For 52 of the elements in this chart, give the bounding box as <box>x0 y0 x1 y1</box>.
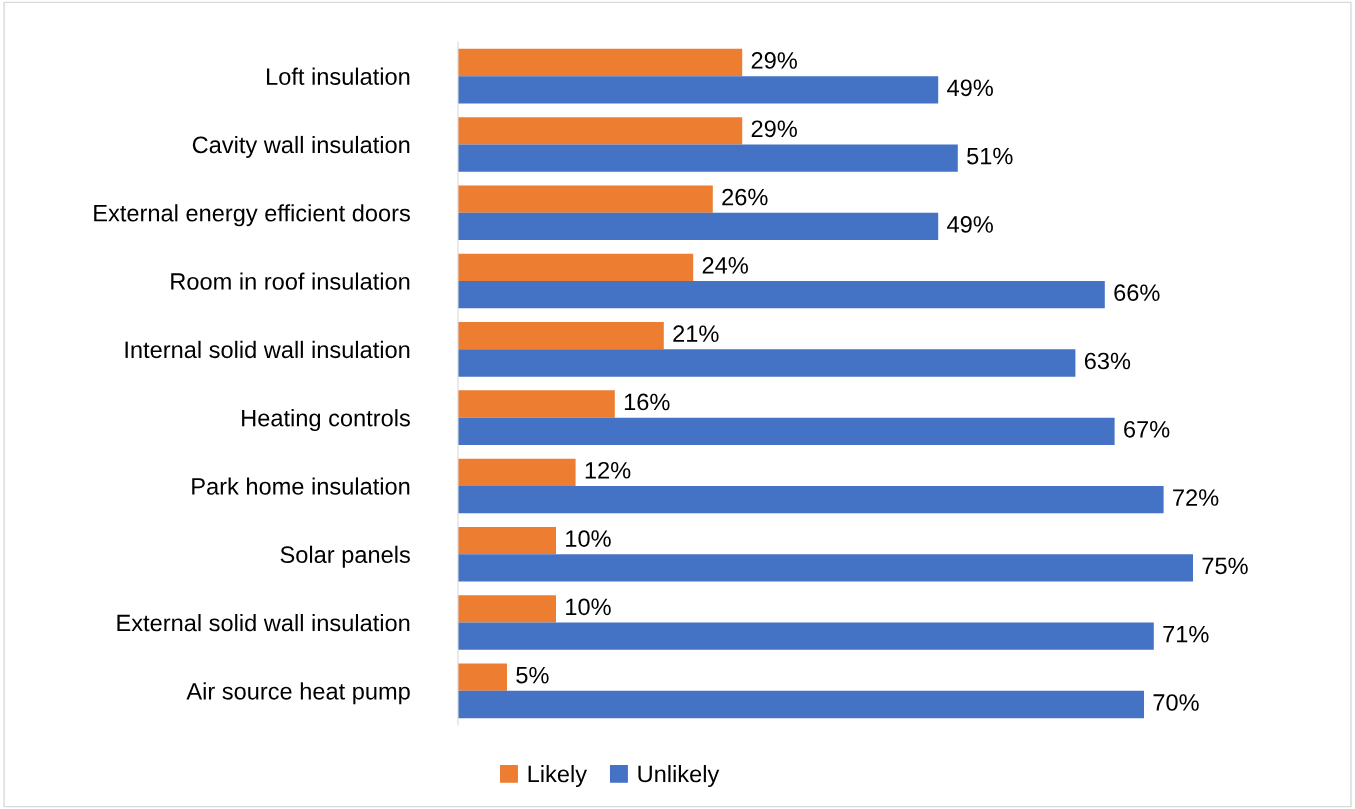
bar <box>458 554 1193 582</box>
data-label: 75% <box>1202 557 1248 575</box>
bar <box>458 417 1115 445</box>
y-tick-label: External energy efficient doors <box>94 204 410 227</box>
bar <box>458 144 958 172</box>
bar <box>458 48 743 77</box>
bar <box>458 281 1105 309</box>
y-tick-label: Room in roof insulation <box>171 272 410 290</box>
data-label: 29% <box>751 120 797 138</box>
bar <box>458 622 1154 650</box>
data-label: 49% <box>947 79 993 97</box>
data-label: 21% <box>673 325 719 342</box>
data-label: 67% <box>1124 420 1170 438</box>
data-label: 16% <box>624 393 670 411</box>
bar <box>458 212 939 241</box>
bar <box>458 185 713 213</box>
data-label: 10% <box>566 598 611 616</box>
data-label: 51% <box>967 147 1013 165</box>
data-label: 29% <box>751 52 797 69</box>
y-tick-label: Loft insulation <box>267 67 410 85</box>
data-label: 71% <box>1163 625 1209 643</box>
legend-label: Likely <box>528 764 587 788</box>
data-label: 12% <box>585 461 631 479</box>
bar <box>458 390 615 418</box>
data-label: 70% <box>1153 694 1199 711</box>
bar <box>458 663 507 691</box>
data-label: 72% <box>1173 489 1219 506</box>
legend-label: Unlikely <box>638 764 720 788</box>
bar <box>458 117 743 145</box>
data-label: 10% <box>566 530 611 547</box>
data-label: 49% <box>947 216 993 233</box>
y-tick-label: Park home insulation <box>192 477 410 495</box>
bar <box>458 485 1164 514</box>
data-label: 24% <box>702 257 748 274</box>
bar <box>458 458 576 486</box>
bar <box>458 526 556 555</box>
y-tick-label: Cavity wall insulation <box>192 135 410 158</box>
data-label: 5% <box>516 666 549 684</box>
y-tick-label: External solid wall insulation <box>117 613 410 632</box>
data-label: 26% <box>722 188 768 206</box>
bar <box>458 322 664 350</box>
bar <box>458 349 1076 377</box>
bar <box>458 690 1144 719</box>
bar <box>458 595 556 623</box>
y-tick-label: Heating controls <box>242 409 410 432</box>
y-tick-label: Solar panels <box>280 545 410 568</box>
y-tick-label: Internal solid wall insulation <box>125 340 410 359</box>
y-tick-label: Air source heat pump <box>186 682 410 705</box>
bar <box>458 253 694 282</box>
data-label: 66% <box>1114 284 1160 302</box>
bar <box>458 76 939 104</box>
data-label: 63% <box>1084 352 1131 370</box>
